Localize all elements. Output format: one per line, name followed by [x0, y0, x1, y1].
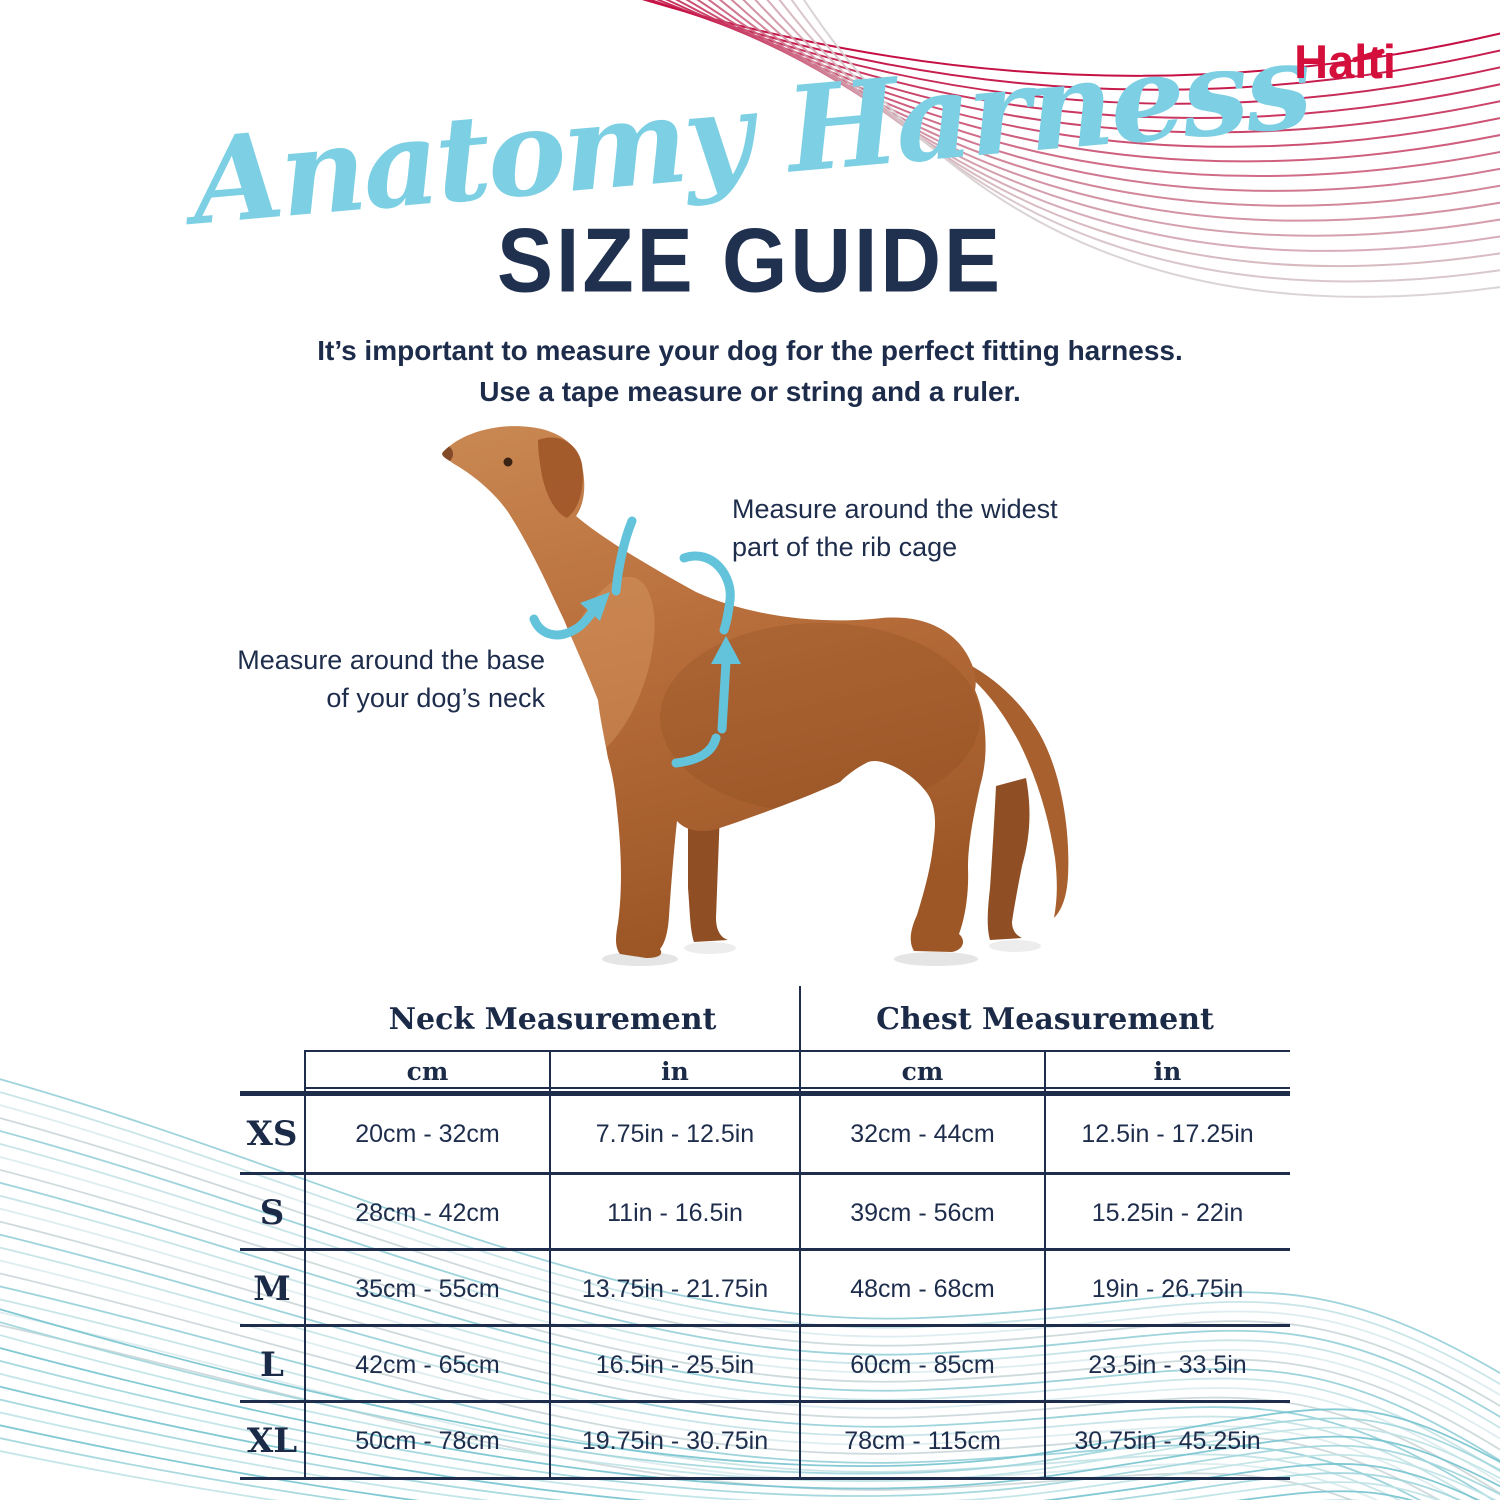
unit-header-neck-cm: cm — [406, 1056, 449, 1086]
callout-neck-line-2: of your dog’s neck — [326, 683, 545, 713]
subheader-top-border — [305, 1050, 1290, 1052]
dog-tail — [964, 664, 1069, 918]
xl-chest-in: 30.75in - 45.25in — [1074, 1426, 1261, 1455]
chest-measure-arrow — [671, 551, 735, 768]
dog-eye — [503, 457, 513, 467]
chest-arrowhead — [711, 636, 741, 664]
s-neck-in: 11in - 16.5in — [607, 1198, 743, 1227]
l-chest-cm: 60cm - 85cm — [850, 1350, 995, 1379]
neck-arrowhead — [580, 592, 610, 621]
size-label-l: L — [260, 1345, 284, 1385]
m-chest-in: 19in - 26.75in — [1091, 1274, 1244, 1303]
m-neck-in: 13.75in - 21.75in — [581, 1274, 769, 1303]
far-rear-foot-shadow — [989, 940, 1041, 952]
l-chest-in: 23.5in - 33.5in — [1088, 1350, 1247, 1379]
neck-measure-arrow — [529, 516, 637, 640]
callout-neck: Measure around the base of your dog’s ne… — [195, 641, 545, 717]
intro-line-1: It’s important to measure your dog for t… — [317, 335, 1183, 366]
halti-logo-text: Halti — [1294, 35, 1396, 88]
far-front-foot-shadow — [684, 942, 736, 954]
dog-saddle-shade — [660, 623, 980, 813]
m-neck-cm: 35cm - 55cm — [355, 1274, 500, 1303]
s-chest-cm: 39cm - 56cm — [850, 1198, 995, 1227]
subheader-bottom-border — [305, 1087, 1290, 1089]
callout-chest-line-1: Measure around the widest — [732, 494, 1058, 524]
rear-foot-shadow — [894, 952, 978, 966]
size-table: Neck Measurement Chest Measurement cm in… — [240, 986, 1290, 1480]
l-neck-cm: 42cm - 65cm — [355, 1350, 500, 1379]
xs-neck-cm: 20cm - 32cm — [355, 1119, 500, 1148]
xl-chest-cm: 78cm - 115cm — [844, 1426, 1001, 1455]
m-chest-cm: 48cm - 68cm — [850, 1274, 995, 1303]
xs-neck-in: 7.75in - 12.5in — [595, 1119, 755, 1148]
table-bottom-border — [240, 1477, 1290, 1480]
unit-header-chest-cm: cm — [901, 1056, 944, 1086]
callout-chest-line-2: part of the rib cage — [732, 532, 958, 562]
group-divider — [799, 986, 801, 1050]
dog-far-front-leg — [688, 808, 728, 942]
xs-chest-in: 12.5in - 17.25in — [1081, 1119, 1254, 1148]
intro-line-2: Use a tape measure or string and a ruler… — [479, 376, 1021, 407]
dog-svg — [442, 426, 1069, 966]
size-label-s: S — [259, 1193, 285, 1233]
dog-far-rear-leg — [987, 778, 1030, 940]
size-label-xs: XS — [246, 1114, 298, 1154]
dog-ear — [538, 437, 583, 518]
group-header-chest: Chest Measurement — [876, 1001, 1214, 1037]
s-neck-cm: 28cm - 42cm — [355, 1198, 500, 1227]
unit-header-neck-in: in — [661, 1056, 689, 1086]
s-chest-in: 15.25in - 22in — [1091, 1198, 1244, 1227]
page-title: SIZE GUIDE — [496, 209, 1004, 311]
group-header-neck: Neck Measurement — [388, 1001, 717, 1037]
xl-neck-in: 19.75in - 30.75in — [581, 1426, 769, 1455]
intro-text: It’s important to measure your dog for t… — [0, 330, 1500, 412]
unit-header-chest-in: in — [1153, 1056, 1182, 1086]
l-neck-in: 16.5in - 25.5in — [595, 1350, 755, 1379]
halti-logo: Halti — [1294, 34, 1396, 89]
xl-neck-cm: 50cm - 78cm — [355, 1426, 500, 1455]
size-label-m: M — [253, 1269, 291, 1309]
dog-nose — [442, 445, 453, 463]
callout-chest: Measure around the widest part of the ri… — [732, 490, 1112, 566]
dog-illustration — [390, 418, 1090, 983]
size-label-xl: XL — [246, 1421, 298, 1461]
xs-chest-cm: 32cm - 44cm — [850, 1119, 995, 1148]
callout-neck-line-1: Measure around the base — [237, 645, 545, 675]
